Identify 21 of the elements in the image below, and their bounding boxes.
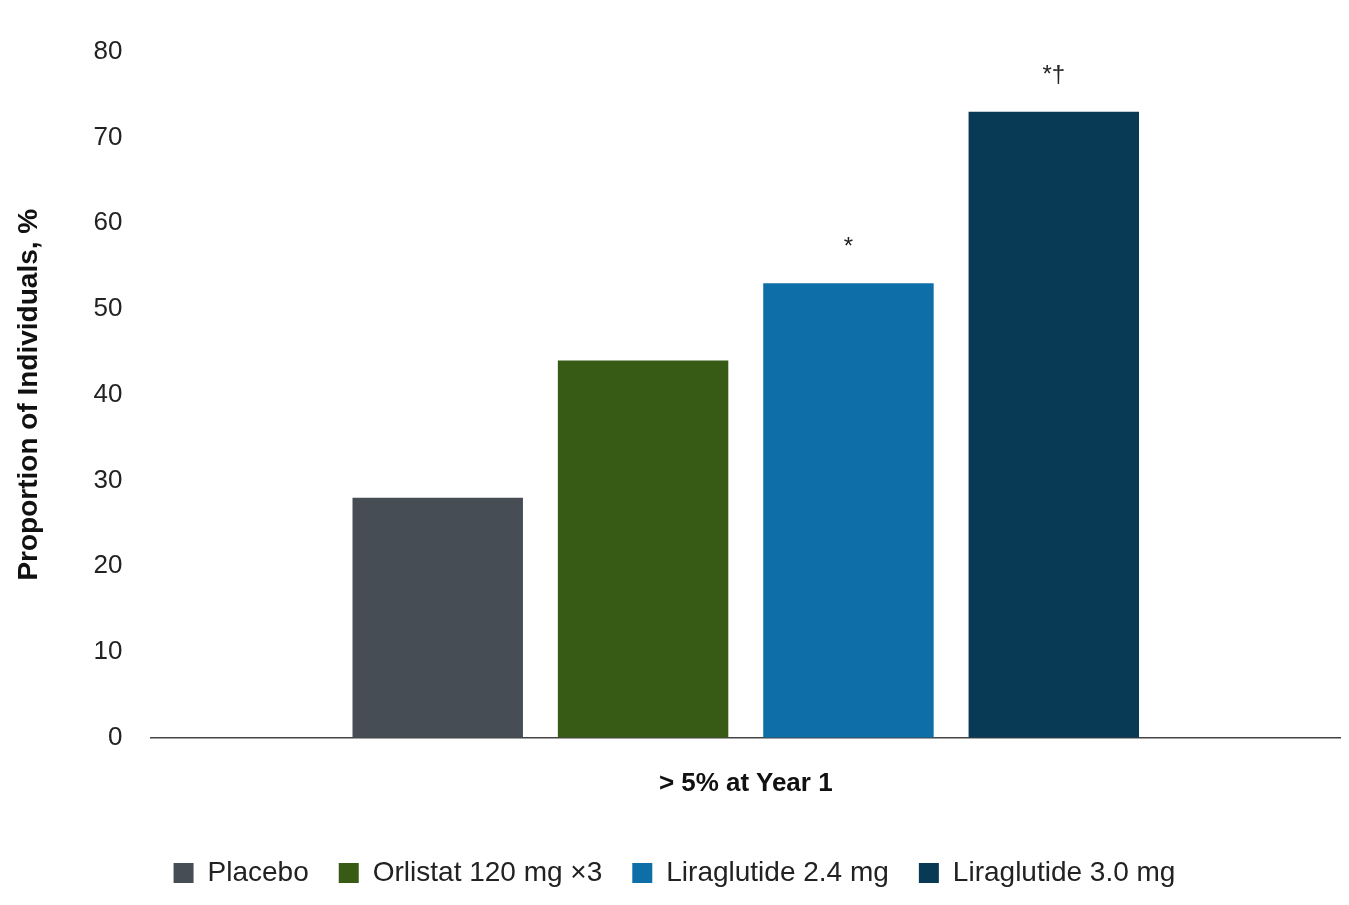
bar bbox=[352, 497, 523, 738]
y-tick-label: 10 bbox=[93, 635, 123, 666]
y-tick-label: 0 bbox=[108, 720, 123, 751]
bar bbox=[763, 283, 934, 738]
y-tick-label: 70 bbox=[93, 120, 123, 151]
y-tick-label: 40 bbox=[93, 377, 123, 408]
legend-label: Liraglutide 2.4 mg bbox=[666, 855, 889, 887]
legend-label: Liraglutide 3.0 mg bbox=[952, 855, 1176, 887]
y-tick-label: 50 bbox=[93, 292, 123, 323]
y-tick-label: 20 bbox=[93, 549, 123, 580]
y-axis-title: Proportion of Individuals, % bbox=[11, 208, 43, 581]
x-tick-label: > 5% at Year 1 bbox=[658, 766, 833, 797]
y-tick-label: 80 bbox=[93, 34, 123, 65]
y-tick-label: 60 bbox=[93, 206, 123, 237]
data-label: *† bbox=[1042, 60, 1066, 88]
y-tick-label: 30 bbox=[93, 463, 123, 494]
data-label: * bbox=[843, 231, 854, 259]
bar bbox=[557, 360, 729, 738]
legend-label: Placebo bbox=[207, 855, 309, 887]
legend-label: Orlistat 120 mg ×3 bbox=[372, 855, 603, 887]
bar bbox=[968, 111, 1140, 738]
